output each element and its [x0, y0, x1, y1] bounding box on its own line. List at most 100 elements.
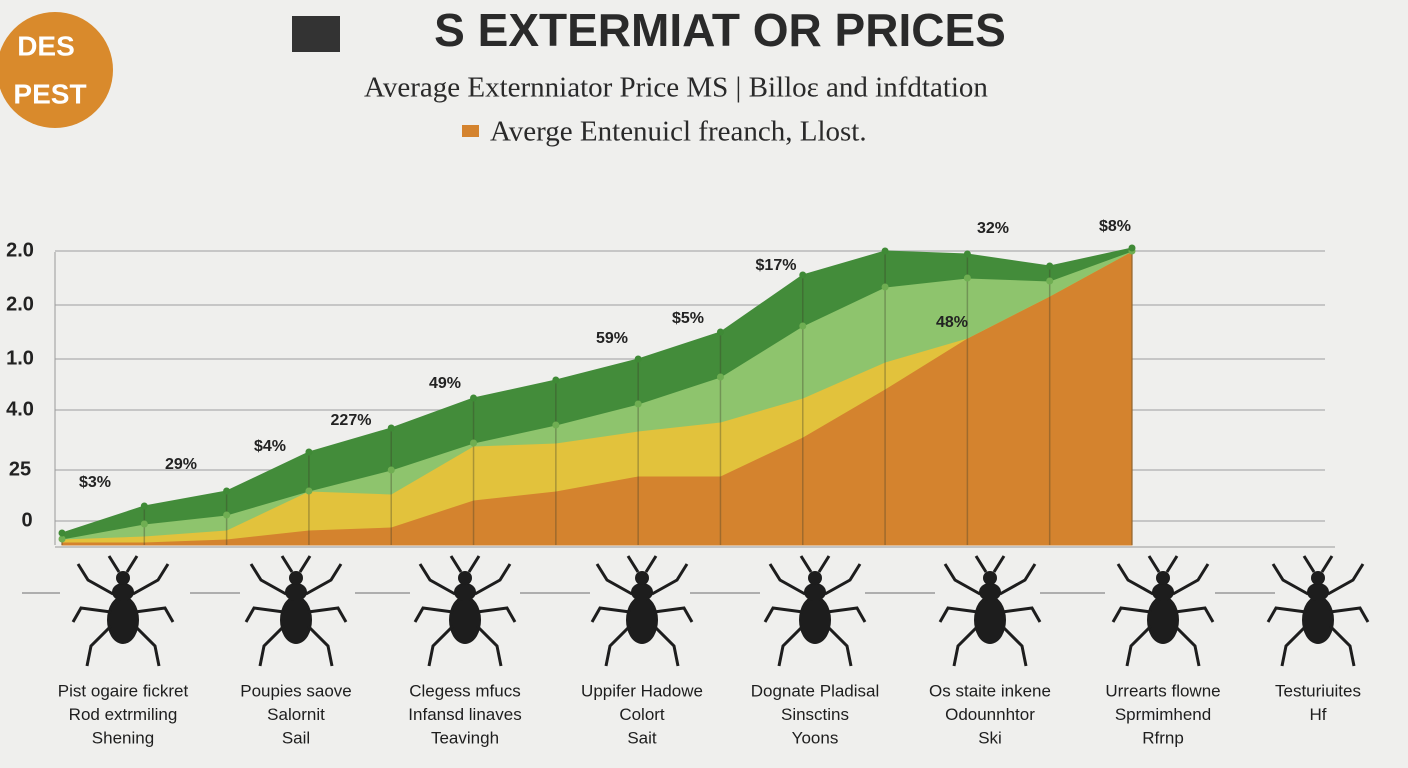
insect-head — [116, 571, 130, 585]
annotation: $5% — [672, 310, 704, 327]
legend-swatch — [462, 125, 479, 137]
insect-legs — [244, 555, 348, 667]
y-tick-label: 4.0 — [6, 398, 34, 420]
legend-label: Averge Entenuicl freanch, Llost. — [490, 116, 867, 148]
insect-head — [289, 571, 303, 585]
caption: Ski — [978, 728, 1002, 747]
y-tick-label: 25 — [9, 458, 31, 480]
annotation: $8% — [1099, 218, 1131, 235]
caption: Rfrnp — [1142, 728, 1184, 747]
caption: Yoons — [792, 728, 839, 747]
point — [470, 394, 478, 402]
logo-text: DES — [17, 30, 75, 61]
point — [799, 271, 807, 279]
point — [881, 247, 889, 255]
point — [305, 448, 313, 456]
insect-icon — [763, 555, 867, 667]
annotation: $17% — [756, 257, 797, 274]
caption: Urrearts flowne — [1105, 681, 1220, 700]
chart-subtitle: Average Externniator Price MS | Billoɛ a… — [364, 72, 988, 104]
point — [223, 511, 231, 519]
point — [799, 322, 807, 330]
y-tick-label: 2.0 — [6, 239, 34, 261]
caption: Sail — [282, 728, 310, 747]
y-tick-label: 2.0 — [6, 293, 34, 315]
caption: Uppifer Hadowe — [581, 681, 703, 700]
caption: Colort — [619, 705, 665, 724]
insect-thorax — [454, 583, 476, 601]
insect-head — [1156, 571, 1170, 585]
caption: Teavingh — [431, 728, 499, 747]
caption: Rod extrmiling — [69, 705, 178, 724]
point — [963, 274, 971, 282]
insect-legs — [1111, 555, 1215, 667]
insect-thorax — [979, 583, 1001, 601]
caption: Poupies saove — [240, 681, 352, 700]
point — [552, 421, 560, 429]
point — [1128, 244, 1136, 252]
insect-legs — [763, 555, 867, 667]
insect-thorax — [285, 583, 307, 601]
insect-body — [449, 596, 481, 644]
caption: Sprmimhend — [1115, 705, 1211, 724]
annotation: 59% — [596, 330, 628, 347]
caption: Clegess mfucs — [409, 681, 520, 700]
insect-body — [799, 596, 831, 644]
point — [634, 355, 642, 363]
point — [305, 487, 313, 495]
caption: Odounnhtor — [945, 705, 1035, 724]
caption: Salornit — [267, 705, 325, 724]
annotation: 32% — [977, 220, 1009, 237]
annotation: 29% — [165, 456, 197, 473]
insect-icon — [71, 555, 175, 667]
y-tick-label: 0 — [21, 509, 32, 531]
logo-circle — [0, 12, 113, 128]
point — [140, 502, 148, 510]
insect-thorax — [1152, 583, 1174, 601]
insect-body — [1147, 596, 1179, 644]
point — [716, 373, 724, 381]
annotation: 48% — [936, 314, 968, 331]
caption: Shening — [92, 728, 154, 747]
point — [1046, 262, 1054, 270]
annotation: $4% — [254, 438, 286, 455]
insect-head — [635, 571, 649, 585]
point — [140, 520, 148, 528]
insect-thorax — [804, 583, 826, 601]
point — [223, 487, 231, 495]
title-icon — [292, 16, 340, 52]
insect-thorax — [112, 583, 134, 601]
point — [387, 466, 395, 474]
insect-legs — [590, 555, 694, 667]
point — [552, 376, 560, 384]
annotation: 227% — [331, 412, 372, 429]
insect-head — [1311, 571, 1325, 585]
point — [470, 439, 478, 447]
point — [58, 529, 66, 537]
insect-icon — [590, 555, 694, 667]
insect-body — [280, 596, 312, 644]
caption: Testuriuites — [1275, 681, 1361, 700]
insect-icon — [244, 555, 348, 667]
caption: Pist ogaire fickret — [58, 681, 189, 700]
chart-title: S EXTERMIAT OR PRICES — [434, 4, 1006, 56]
insect-legs — [1266, 555, 1370, 667]
caption: Sait — [627, 728, 657, 747]
caption: Os staite inkene — [929, 681, 1051, 700]
point — [881, 283, 889, 291]
point — [716, 328, 724, 336]
insect-body — [1302, 596, 1334, 644]
caption: Hf — [1310, 705, 1327, 724]
insect-body — [974, 596, 1006, 644]
insect-icon — [938, 555, 1042, 667]
point — [387, 424, 395, 432]
insect-icon — [413, 555, 517, 667]
insect-head — [983, 571, 997, 585]
annotation: 49% — [429, 375, 461, 392]
insect-legs — [938, 555, 1042, 667]
logo-text: PEST — [13, 78, 86, 109]
insect-body — [626, 596, 658, 644]
insect-thorax — [1307, 583, 1329, 601]
